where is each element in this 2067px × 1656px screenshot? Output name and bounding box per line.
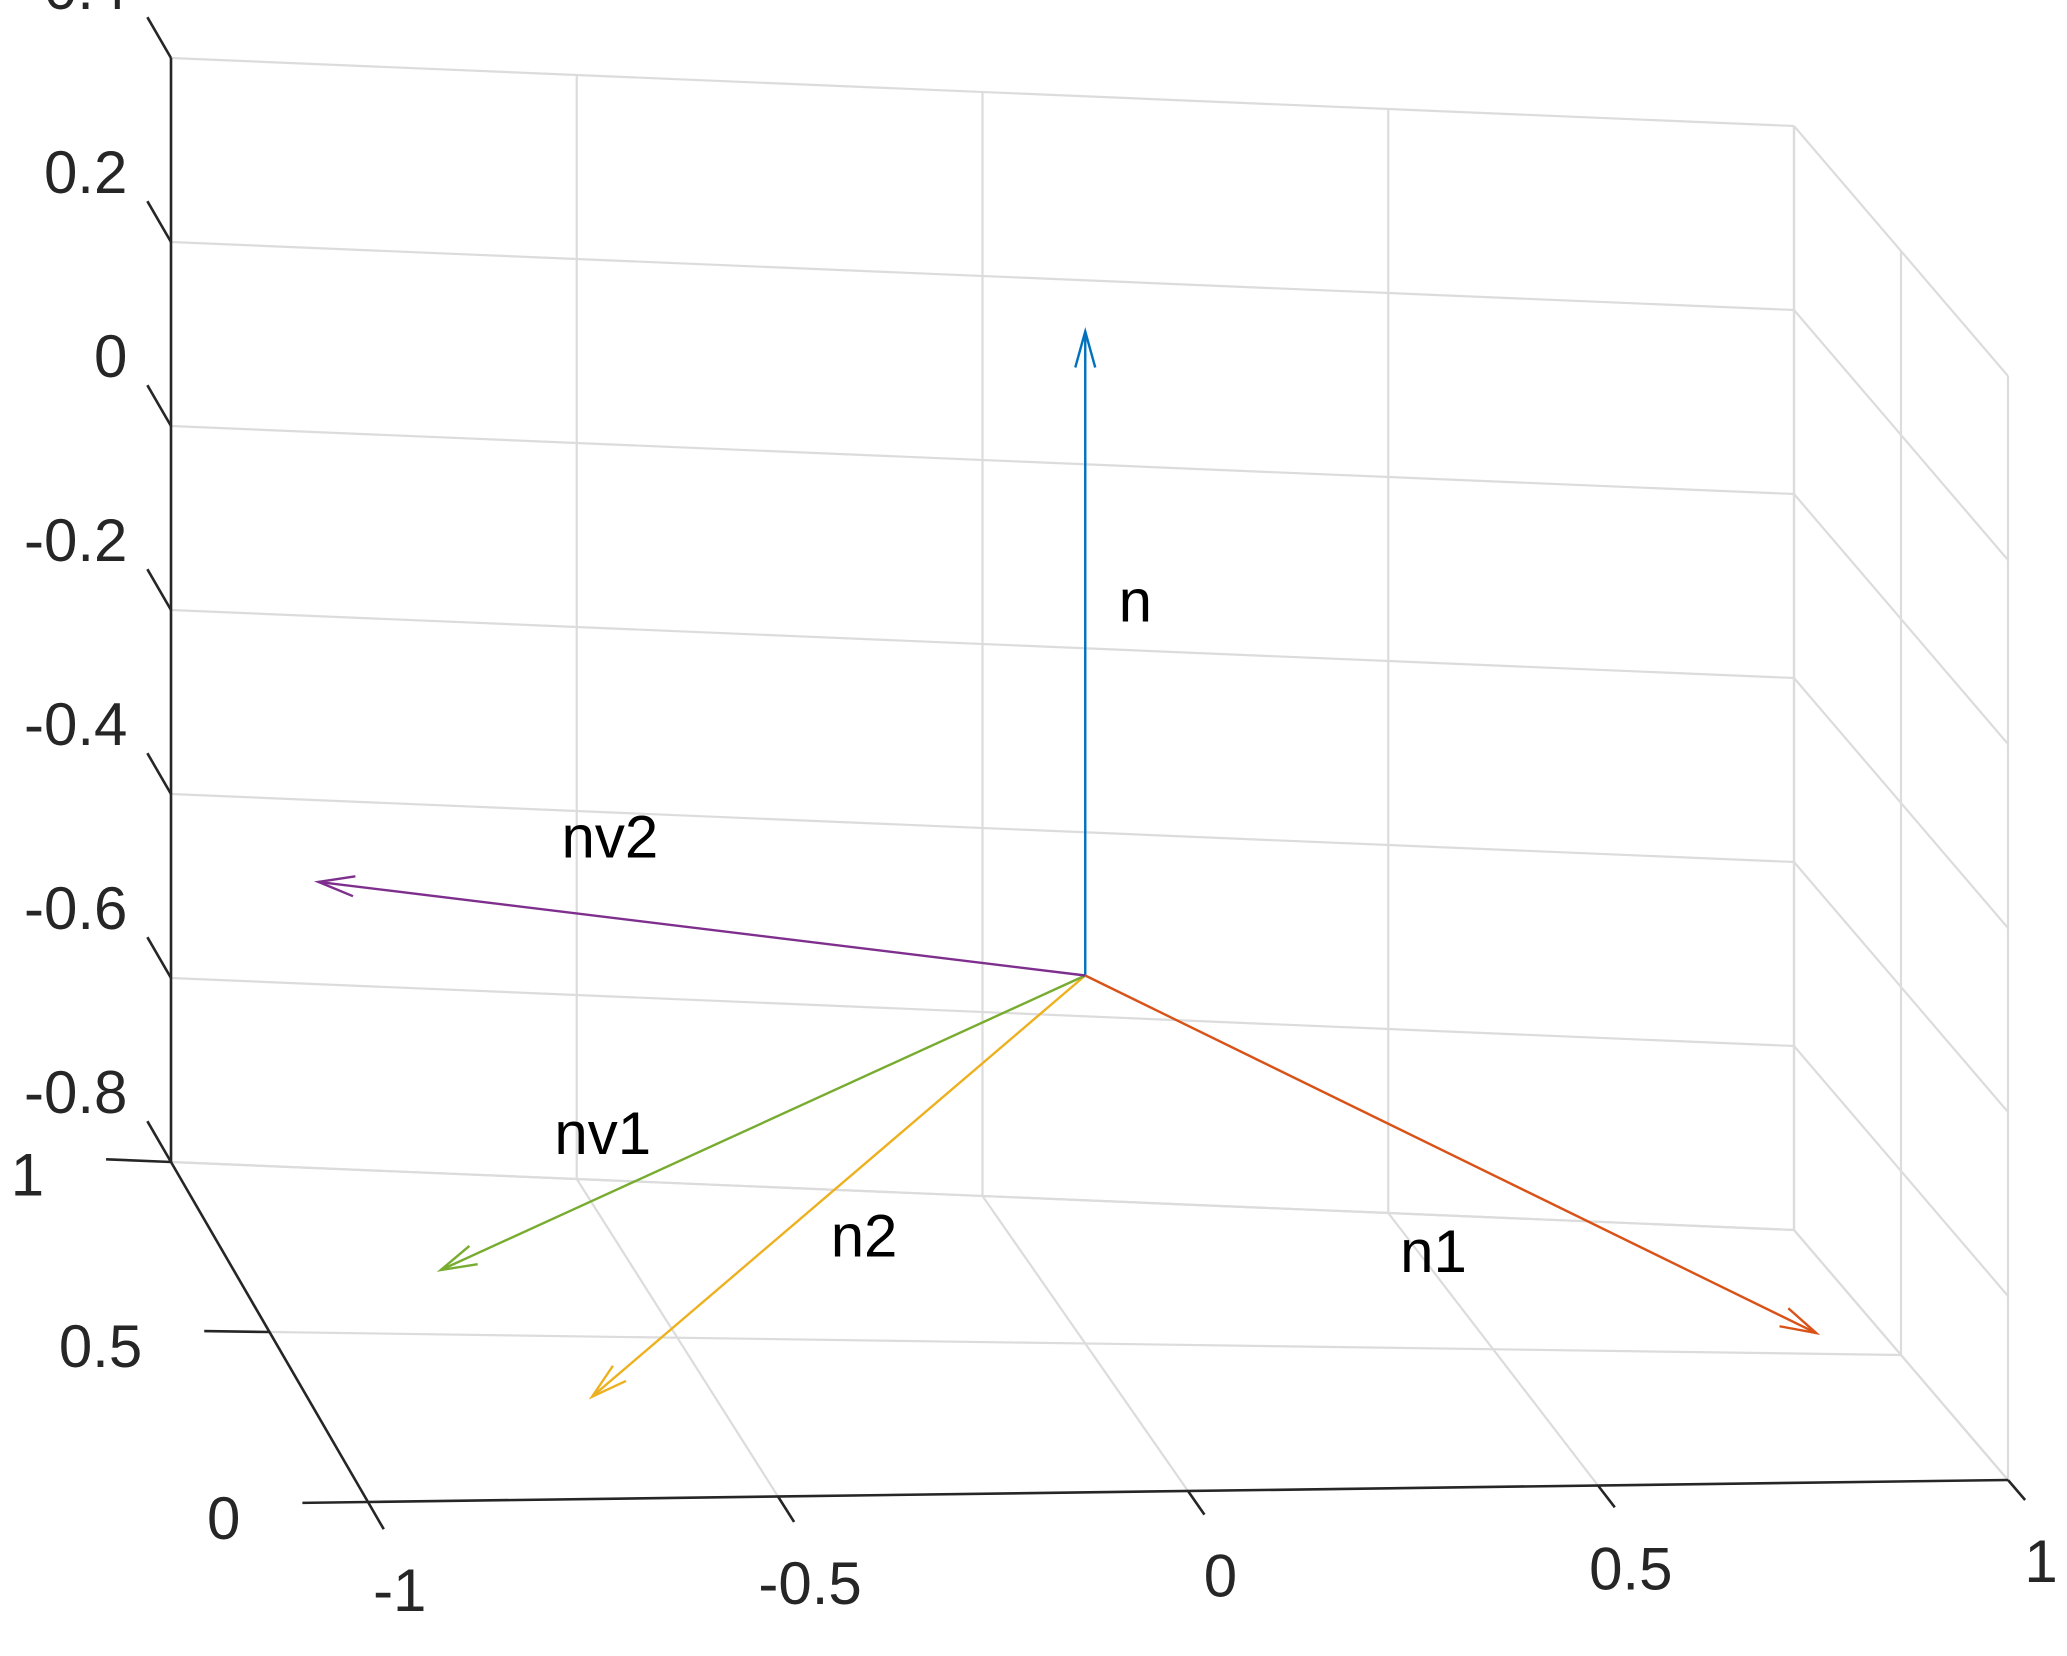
- vectors: [313, 327, 1821, 1400]
- x-tick-label: -1: [373, 1557, 426, 1624]
- vector-label-n2: n2: [831, 1202, 898, 1269]
- vector-label-n: n: [1119, 567, 1152, 634]
- vector-n1: [1084, 974, 1821, 1336]
- labels: -1 -0.5 0 0.5 1 0 0.5 1 -0.8 -0.6 -0.4 -0.2 0 0.2 0.4 n…: [11, 0, 2058, 1624]
- z-tick-label: 0.2: [44, 139, 127, 206]
- z-tick-label: -0.6: [24, 875, 127, 942]
- grid-line: [269, 1330, 1902, 1357]
- y-tick-mark: [204, 1329, 270, 1334]
- arrowhead-nv2: [313, 875, 356, 898]
- vector-n2: [588, 974, 1087, 1400]
- arrowhead-nv1: [436, 1245, 478, 1272]
- grid-line: [170, 792, 1795, 864]
- vector-shaft-nv1: [440, 974, 1086, 1272]
- z-tick-label: -0.4: [24, 691, 127, 758]
- vector-nv2: [313, 875, 1086, 977]
- z-tick-label: 0: [94, 323, 127, 390]
- z-tick-mark: [146, 384, 173, 427]
- vector-shaft-nv2: [318, 880, 1086, 977]
- grid-line: [170, 1160, 1795, 1232]
- x-tick-mark: [1186, 1490, 1206, 1516]
- x-tick-mark: [366, 1501, 385, 1530]
- z-tick-mark: [146, 752, 173, 795]
- grid-line: [170, 424, 1795, 496]
- z-tick-label: -0.2: [24, 507, 127, 574]
- z-tick-label: 0.4: [44, 0, 127, 22]
- x-tick-mark: [776, 1495, 796, 1523]
- vector-label-n1: n1: [1400, 1218, 1467, 1285]
- grid-line: [170, 240, 1795, 312]
- x-tick-label: 0.5: [1589, 1535, 1672, 1602]
- z-tick-mark: [146, 1120, 173, 1163]
- vector-nv1: [436, 974, 1086, 1272]
- axes: [106, 16, 2027, 1530]
- y-tick-mark: [106, 1157, 172, 1164]
- z-tick-mark: [146, 936, 173, 979]
- y-tick-label: 0: [207, 1485, 240, 1552]
- vector-label-nv1: nv1: [554, 1100, 651, 1167]
- x-tick-label: -0.5: [758, 1550, 861, 1617]
- arrowhead-n: [1074, 327, 1097, 368]
- y-tick-mark: [302, 1500, 369, 1505]
- z-tick-mark: [146, 16, 173, 59]
- vector-label-nv2: nv2: [561, 803, 658, 870]
- z-tick-mark: [146, 568, 173, 611]
- x-tick-label: 0: [1204, 1543, 1237, 1610]
- vector-shaft-n2: [591, 974, 1087, 1398]
- y-tick-label: 1: [11, 1141, 44, 1208]
- grid-lines: [169, 56, 2010, 1504]
- z-tick-label: -0.8: [24, 1059, 127, 1126]
- vector-shaft-n1: [1084, 974, 1817, 1335]
- grid-line: [170, 608, 1795, 680]
- arrowhead-n2: [588, 1365, 627, 1400]
- arrowhead-n1: [1779, 1307, 1821, 1336]
- grid-line: [170, 976, 1795, 1048]
- grid-line: [170, 56, 1795, 128]
- vector-n: [1074, 327, 1097, 976]
- y-tick-label: 0.5: [59, 1313, 142, 1380]
- z-tick-mark: [146, 200, 173, 243]
- x-tick-mark: [2007, 1479, 2027, 1501]
- x-tick-label: 1: [2024, 1528, 2057, 1595]
- x-tick-mark: [1596, 1484, 1616, 1509]
